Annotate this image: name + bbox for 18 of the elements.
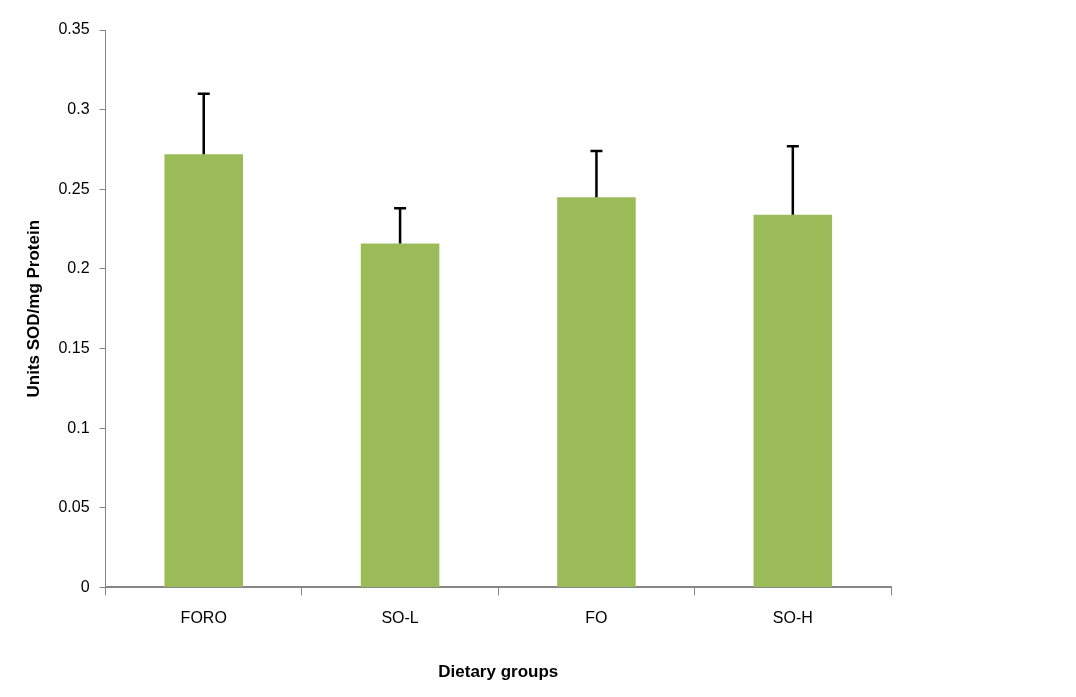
x-tick-label: SO-H <box>772 609 813 627</box>
y-tick-label: 0.1 <box>67 418 90 436</box>
y-tick-label: 0.35 <box>58 20 90 38</box>
x-tick-label: FO <box>585 609 608 627</box>
y-tick-label: 0.2 <box>67 259 90 277</box>
y-tick-label: 0.25 <box>58 179 90 197</box>
y-axis-title: Units SOD/mg Protein <box>23 219 43 398</box>
x-tick-label: SO-L <box>381 609 419 627</box>
x-tick-label: FORO <box>180 609 227 627</box>
bar <box>360 243 440 587</box>
bar <box>557 197 636 587</box>
x-axis-title: Dietary groups <box>438 662 559 682</box>
y-tick-label: 0.05 <box>58 498 90 516</box>
y-tick-label: 0.15 <box>58 338 90 356</box>
y-tick-label: 0.3 <box>67 100 90 118</box>
y-tick-label: 0 <box>80 577 90 595</box>
bar <box>753 214 833 587</box>
bar <box>164 154 243 587</box>
